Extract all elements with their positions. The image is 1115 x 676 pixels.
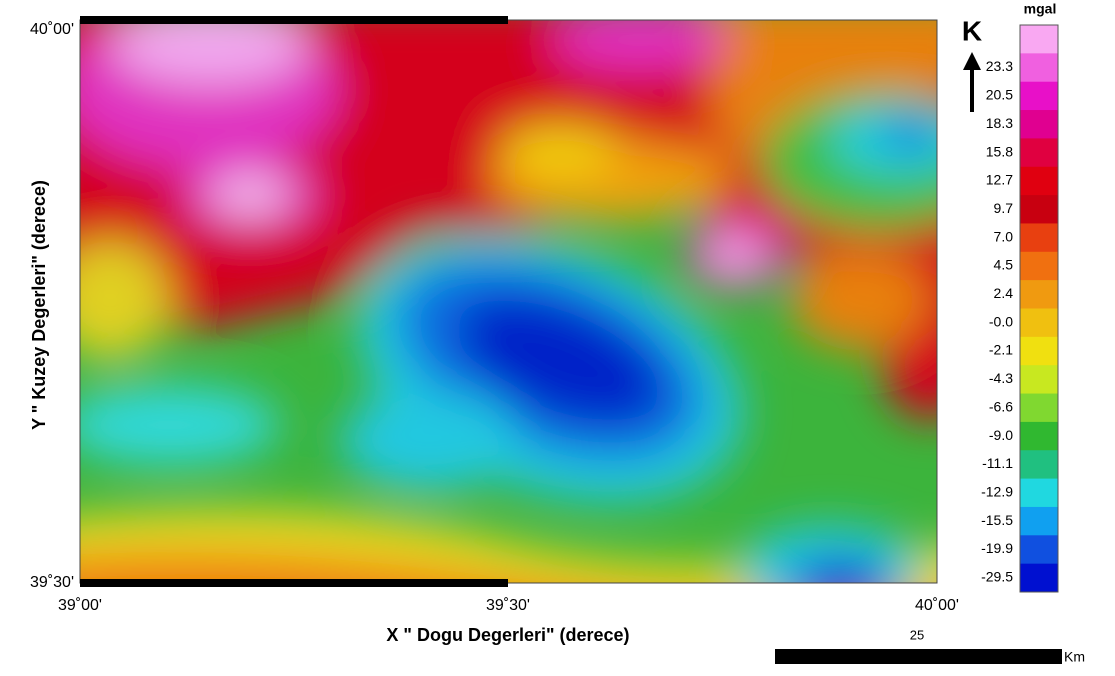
legend-swatch [1020,138,1058,167]
legend-swatch [1020,223,1058,252]
legend-label: 15.8 [986,143,1013,159]
legend-label: -9.0 [989,427,1013,443]
frame-bar [80,579,508,587]
y-tick-label: 40˚00' [30,21,74,38]
legend-label: -15.5 [981,512,1013,528]
legend-label: 20.5 [986,87,1013,103]
legend-swatch [1020,110,1058,139]
legend-swatch [1020,53,1058,82]
legend-label: -12.9 [981,483,1013,499]
anomaly-map [40,0,1000,640]
legend-label: -0.0 [989,313,1013,329]
frame-bar [80,16,508,24]
scale-bar [775,649,1062,664]
legend-swatch [1020,365,1058,394]
legend-swatch [1020,535,1058,564]
legend-label: 23.3 [986,58,1013,74]
scale-unit: Km [1064,649,1085,665]
legend-label: 4.5 [994,257,1014,273]
legend-swatch [1020,82,1058,111]
legend-label: -6.6 [989,398,1013,414]
legend-label: -19.9 [981,540,1013,556]
y-tick-label: 39˚30' [30,574,74,591]
y-axis-title: Y " Kuzey Degerleri" (derece) [29,180,49,430]
legend-swatch [1020,337,1058,366]
legend-swatch [1020,280,1058,309]
legend-swatch [1020,564,1058,593]
legend-label: -4.3 [989,370,1013,386]
north-label: K [962,15,982,46]
legend-label: -2.1 [989,342,1013,358]
scale-label: 25 [910,627,924,642]
map-figure: 40˚00' 39˚30' 39˚00' 39˚30' 40˚00' X " D… [0,0,1115,671]
legend-unit: mgal [1024,1,1057,17]
legend-label: 7.0 [994,228,1014,244]
legend-swatch [1020,252,1058,281]
legend-label: 18.3 [986,115,1013,131]
legend-swatch [1020,479,1058,508]
legend-label: -11.1 [982,455,1013,471]
legend-swatch [1020,167,1058,196]
x-tick-label: 39˚00' [58,597,102,614]
legend-label: -29.5 [981,569,1013,585]
legend-swatch [1020,422,1058,451]
color-legend: 23.3 20.5 18.3 15.8 12.7 9.7 7.0 4.5 2.4 -0.0 -2.1… [981,25,1058,593]
legend-label: 2.4 [994,285,1014,301]
x-tick-label: 39˚30' [486,597,530,614]
legend-label: 12.7 [986,172,1013,188]
x-tick-label: 40˚00' [915,597,959,614]
legend-swatch [1020,450,1058,479]
legend-swatch [1020,507,1058,536]
legend-swatch [1020,195,1058,224]
legend-swatch [1020,309,1058,338]
x-axis-title: X " Dogu Degerleri" (derece) [386,625,629,645]
legend-swatch [1020,25,1058,54]
legend-label: 9.7 [994,200,1014,216]
legend-swatch [1020,394,1058,423]
north-arrow-head [963,52,981,70]
